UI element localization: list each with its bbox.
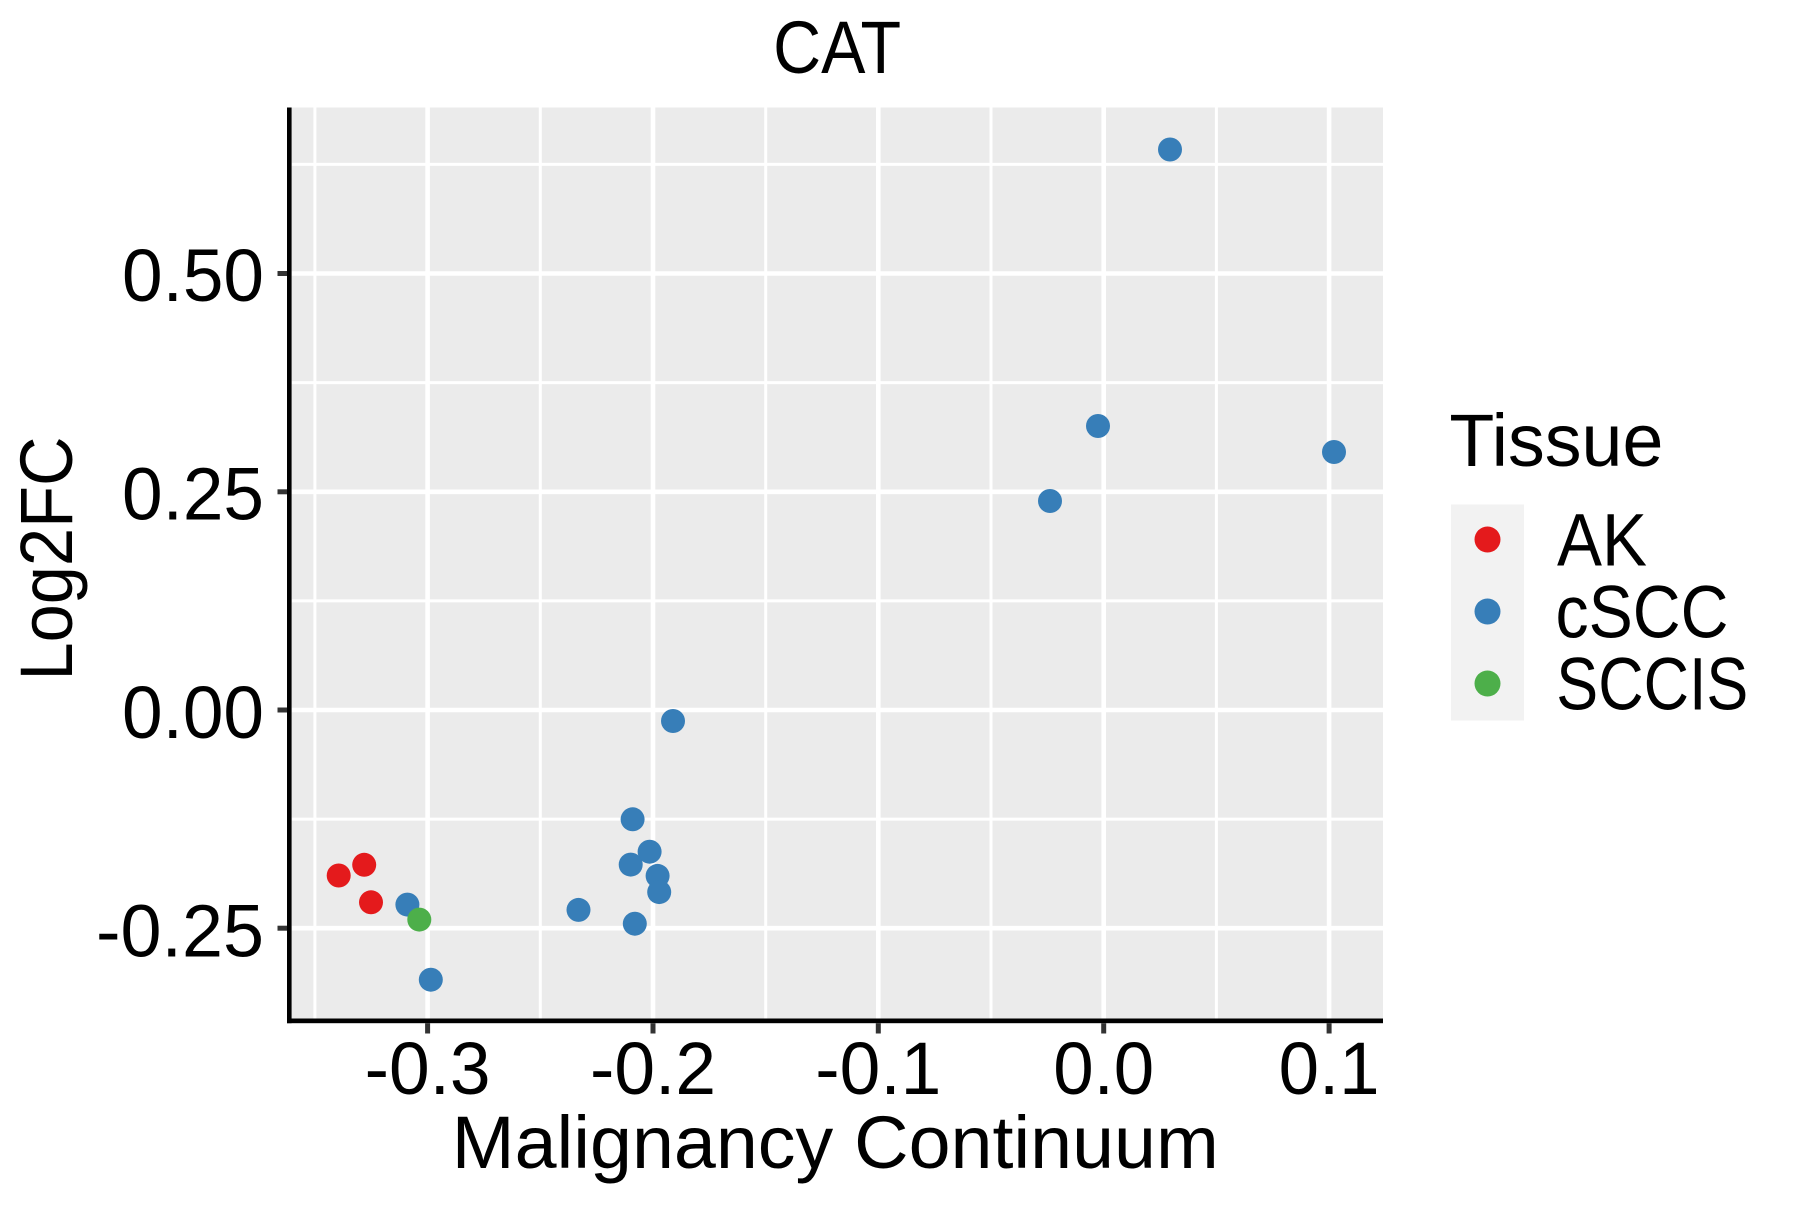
svg-text:AK: AK [1557, 499, 1647, 582]
svg-text:Tissue: Tissue [1449, 399, 1663, 482]
svg-text:-0.25: -0.25 [96, 889, 264, 972]
svg-text:0.00: 0.00 [122, 671, 264, 754]
svg-text:Malignancy Continuum: Malignancy Continuum [452, 1101, 1219, 1184]
svg-text:-0.2: -0.2 [590, 1027, 716, 1110]
svg-text:-0.1: -0.1 [815, 1027, 941, 1110]
svg-text:CAT: CAT [773, 6, 901, 89]
svg-text:Log2FC: Log2FC [5, 437, 88, 681]
svg-text:0.50: 0.50 [122, 234, 264, 317]
svg-text:0.25: 0.25 [122, 453, 264, 536]
svg-text:0.1: 0.1 [1279, 1027, 1380, 1110]
svg-text:cSCC: cSCC [1556, 571, 1729, 654]
svg-text:0.0: 0.0 [1053, 1027, 1154, 1110]
svg-text:-0.3: -0.3 [365, 1027, 491, 1110]
svg-text:SCCIS: SCCIS [1556, 643, 1748, 726]
